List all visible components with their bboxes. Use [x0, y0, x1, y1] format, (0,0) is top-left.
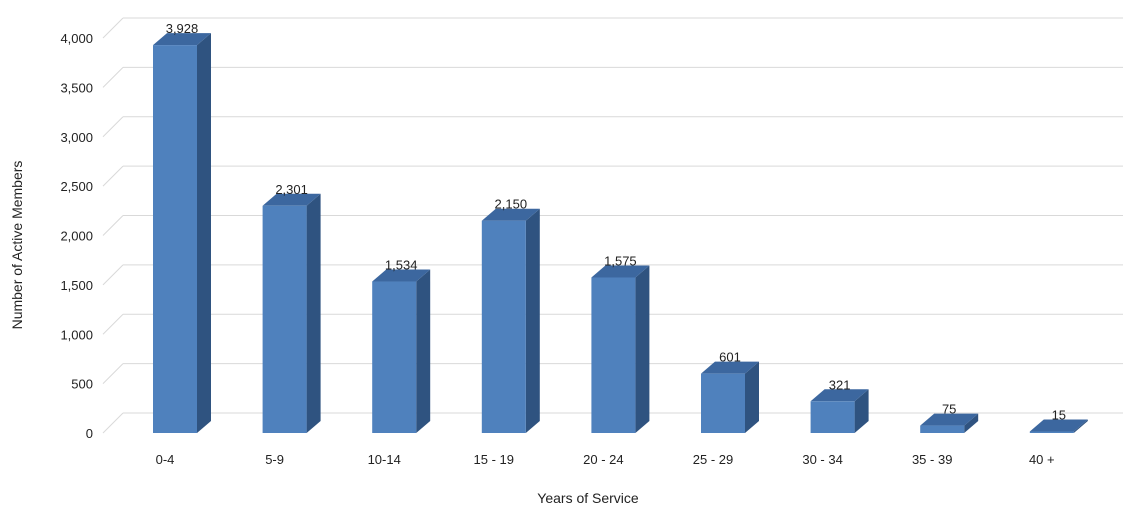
x-axis-ticks: 0-4 5-9 10-14 15 - 19 20 - 24 25 - 29 30 - 34 3…: [156, 452, 1055, 467]
bar-front: [372, 281, 417, 433]
gridline-side: [102, 313, 124, 335]
bar-front: [1029, 431, 1074, 433]
x-axis-title: Years of Service: [537, 490, 639, 506]
bar-top: [701, 361, 759, 374]
bar-front: [262, 205, 307, 433]
bars: 3,928 2,301 1,534 2,150 1,575 601 321 75 15: [153, 21, 1088, 434]
gridline-side: [102, 116, 124, 138]
bar-top: [1029, 419, 1088, 432]
bar-top: [262, 193, 321, 206]
bar-top: [153, 33, 211, 46]
x-tick-label: 35 - 39: [912, 452, 952, 467]
data-label: 75: [942, 402, 956, 417]
gridline-side: [102, 165, 124, 187]
bar-top: [481, 208, 540, 221]
bar-side: [197, 33, 211, 434]
bar-top: [372, 269, 431, 282]
y-axis-ticks: 0 500 1,000 1,500 2,000 2,500 3,000 3,500 4,000: [60, 31, 93, 441]
gridline-side: [102, 412, 124, 434]
x-tick-label: 20 - 24: [583, 452, 623, 467]
bar-front: [591, 277, 636, 433]
bar-front: [701, 373, 745, 433]
bar-side: [854, 389, 869, 433]
x-tick-label: 0-4: [156, 452, 175, 467]
x-tick-label: 40 +: [1029, 452, 1055, 467]
gridline-side: [102, 67, 124, 88]
bar-side: [525, 208, 540, 433]
data-label: 2,150: [495, 197, 528, 212]
x-tick-label: 10-14: [368, 452, 401, 467]
bar-front: [153, 45, 197, 434]
bar-side: [306, 193, 321, 433]
gridline-side: [102, 17, 124, 39]
gridline-side: [102, 264, 124, 286]
y-tick-label: 1,500: [60, 278, 93, 293]
bar: [1029, 419, 1088, 433]
data-label: 3,928: [166, 21, 199, 36]
bar: [262, 193, 321, 433]
bar-top: [920, 413, 979, 426]
bar-top: [810, 389, 869, 402]
data-label: 15: [1052, 408, 1066, 423]
bar-front: [810, 401, 855, 433]
y-tick-label: 3,000: [60, 130, 93, 145]
x-tick-label: 30 - 34: [802, 452, 842, 467]
bar-side: [416, 269, 431, 433]
bar-top: [591, 265, 650, 278]
bar: [920, 413, 979, 433]
bar-side: [964, 413, 979, 433]
gridline-side: [102, 215, 124, 236]
data-label: 2,301: [275, 182, 308, 197]
bar-front: [481, 220, 526, 433]
gridline-side: [102, 363, 124, 384]
x-tick-label: 5-9: [265, 452, 284, 467]
y-tick-label: 2,000: [60, 229, 93, 244]
x-tick-label: 25 - 29: [693, 452, 733, 467]
bar-side: [635, 265, 650, 433]
y-tick-label: 0: [86, 426, 93, 441]
bar: [591, 265, 650, 433]
x-tick-label: 15 - 19: [474, 452, 514, 467]
bar-side: [1073, 419, 1088, 433]
bar-side: [745, 361, 759, 433]
y-tick-label: 2,500: [60, 179, 93, 194]
data-label: 1,534: [385, 258, 418, 273]
data-label: 321: [829, 377, 851, 392]
bar: [701, 361, 759, 433]
y-tick-label: 3,500: [60, 80, 93, 95]
y-tick-label: 1,000: [60, 327, 93, 342]
data-label: 1,575: [604, 253, 637, 268]
y-tick-label: 500: [71, 377, 93, 392]
bar: [153, 33, 211, 434]
y-tick-label: 4,000: [60, 31, 93, 46]
bar: [481, 208, 540, 433]
bar-front: [920, 425, 965, 433]
data-label: 601: [719, 350, 741, 365]
bar: [372, 269, 431, 433]
bar: [810, 389, 869, 433]
y-axis-title: Number of Active Members: [9, 161, 25, 330]
